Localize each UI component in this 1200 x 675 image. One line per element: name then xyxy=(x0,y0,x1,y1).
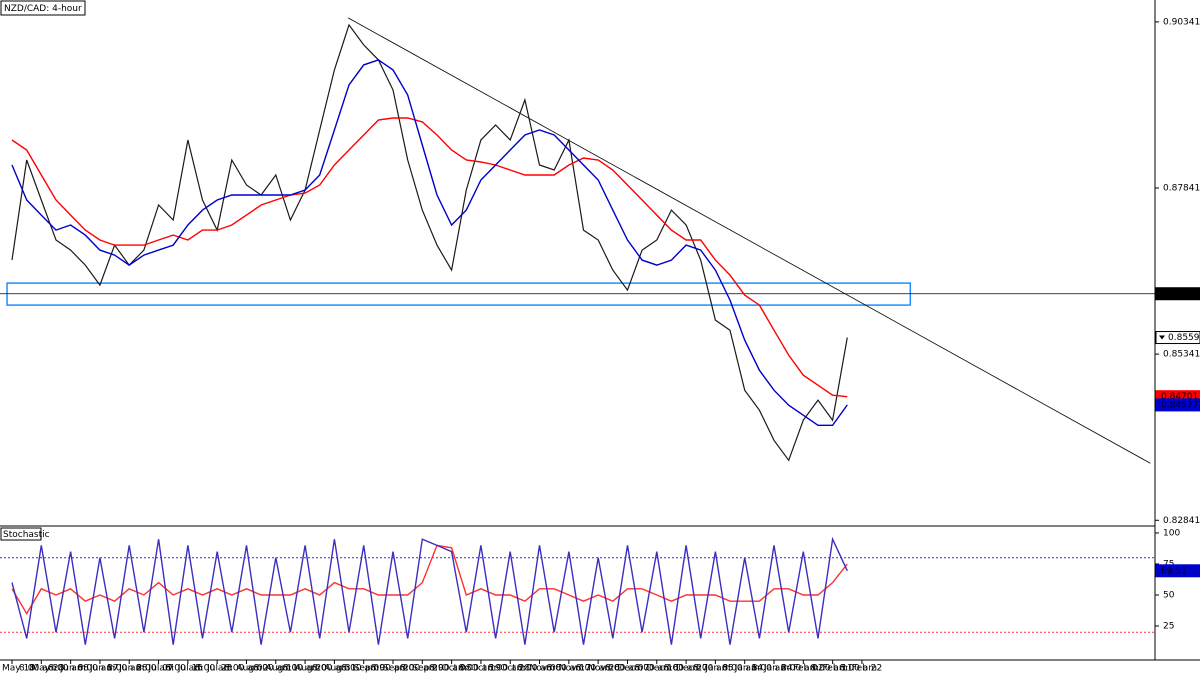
x-time-label: 8:00 am xyxy=(195,664,232,674)
series-line xyxy=(11,117,848,398)
x-tick-label: Aug 11 xyxy=(266,664,298,674)
x-tick-label: Nov 17 xyxy=(559,664,591,674)
trendline xyxy=(347,17,1151,464)
x-tick-label: Jun 17 xyxy=(89,664,118,674)
x-tick-label: Jun 28 xyxy=(118,664,148,674)
title-box xyxy=(0,0,86,16)
callout-arrow xyxy=(1159,335,1165,340)
x-tick-label: May 18 xyxy=(2,664,35,674)
x-tick-label: Aug 02 xyxy=(236,664,268,674)
x-tick-label: Aug 31 xyxy=(324,664,356,674)
x-tick-label: Jul 15 xyxy=(177,664,203,674)
y-tick-label: 25 xyxy=(1163,622,1174,632)
x-tick-label: Feb 02 xyxy=(793,664,823,674)
price-callout xyxy=(1155,564,1200,578)
x-time-label: 8:00 am xyxy=(488,664,525,674)
x-tick-label: Sep 09 xyxy=(354,664,386,674)
x-tick-label: Feb 22 xyxy=(852,664,882,674)
x-time-label: 8:00 am xyxy=(107,664,144,674)
x-time-label: 8:00 am xyxy=(371,664,408,674)
x-time-label: 8:00 am xyxy=(634,664,671,674)
x-tick-label: Nov 08 xyxy=(530,664,562,674)
x-time-label: 8:00 am xyxy=(781,664,818,674)
y-tick-label: 0.90341 xyxy=(1163,17,1200,27)
x-tick-label: Sep 29 xyxy=(412,664,444,674)
x-time-label: 8:00 am xyxy=(752,664,789,674)
x-tick-label: Jun 08 xyxy=(60,664,90,674)
x-time-label: 8:00 am xyxy=(136,664,173,674)
x-time-label: 8:00 am xyxy=(576,664,613,674)
indicator-title-box xyxy=(0,527,42,541)
indicator-title: Stochastic xyxy=(3,530,50,540)
price-callout xyxy=(1155,287,1200,301)
x-time-label: 8:00 am xyxy=(429,664,466,674)
x-time-label: 8:00 am xyxy=(547,664,584,674)
price-callout-label: 0.85591 xyxy=(1168,333,1200,343)
x-time-label: 8:00 am xyxy=(459,664,496,674)
y-tick-label: 100 xyxy=(1163,528,1180,538)
x-time-label: 8:00 am xyxy=(693,664,730,674)
y-tick-label: 50 xyxy=(1163,590,1175,600)
x-tick-label: Nov 26 xyxy=(588,664,620,674)
y-tick-label: 0.82841 xyxy=(1163,516,1200,526)
x-time-label: 8:00 am xyxy=(517,664,554,674)
x-time-label: 8:00 am xyxy=(166,664,203,674)
series-line xyxy=(11,23,848,462)
x-time-label: 8:00 am xyxy=(400,664,437,674)
x-time-label: 8:00 am xyxy=(664,664,701,674)
x-tick-label: Jan 05 xyxy=(704,664,733,674)
chart-title: NZD/CAD: 4-hour xyxy=(4,4,82,14)
x-time-label: 8:00 am xyxy=(283,664,320,674)
x-time-label: 8:00 am xyxy=(19,664,56,674)
price-callout-label: 0.84701 xyxy=(1161,392,1198,402)
x-tick-label: Jan 14 xyxy=(734,664,763,674)
x-tick-label: Dec 27 xyxy=(676,664,708,674)
x-time-label: 8:00 am xyxy=(605,664,642,674)
x-time-label: 8:00 am xyxy=(810,664,847,674)
x-time-label: 8:00 am xyxy=(78,664,115,674)
x-time-label: 8:00 am xyxy=(253,664,290,674)
x-tick-label: Jul 23 xyxy=(206,664,232,674)
x-tick-label: Aug 20 xyxy=(295,664,327,674)
x-tick-label: May 28 xyxy=(31,664,64,674)
x-time-label: 8:00 am xyxy=(722,664,759,674)
price-callout xyxy=(1155,331,1200,345)
series-line xyxy=(11,59,848,426)
x-tick-label: Oct 08 xyxy=(442,664,472,674)
x-tick-label: Dec 16 xyxy=(647,664,679,674)
series-line xyxy=(11,536,848,645)
x-tick-label: Oct 19 xyxy=(471,664,501,674)
price-callout xyxy=(1155,398,1200,412)
x-tick-label: Feb 11 xyxy=(823,664,853,674)
price-callout-label: 69.51 xyxy=(1161,566,1187,576)
x-tick-label: Sep 20 xyxy=(383,664,415,674)
x-tick-label: Dec 07 xyxy=(617,664,649,674)
price-callout-label: 0.86250 xyxy=(1161,289,1198,299)
x-time-label: 8:00 am xyxy=(48,664,85,674)
x-tick-label: Oct 28 xyxy=(500,664,530,674)
y-tick-label: 0.87841 xyxy=(1163,184,1200,194)
x-time-label: 8:00 am xyxy=(840,664,877,674)
x-time-label: 8:00 am xyxy=(224,664,261,674)
y-tick-label: 0.85341 xyxy=(1163,350,1200,360)
x-tick-label: Jan 24 xyxy=(763,664,792,674)
x-time-label: 8:00 am xyxy=(341,664,378,674)
x-tick-label: Jul 07 xyxy=(148,664,174,674)
x-time-label: 8:00 am xyxy=(312,664,349,674)
price-callout-label: 0.84577 xyxy=(1161,400,1198,410)
